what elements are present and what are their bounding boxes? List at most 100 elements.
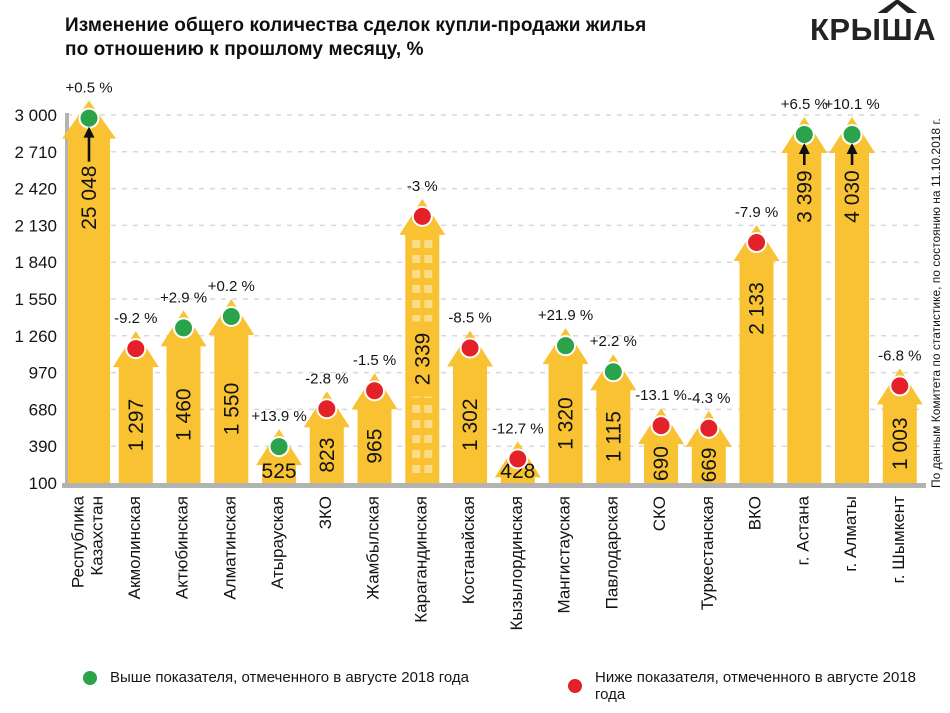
bar-value-label: 1 003 bbox=[889, 417, 912, 470]
off-scale-arrow-icon bbox=[798, 143, 810, 155]
x-axis-label: Кызылординская bbox=[507, 496, 526, 631]
krysha-logo: КРЫША bbox=[810, 12, 936, 48]
x-axis-label: Костанайская bbox=[459, 496, 478, 604]
legend-item-below: Ниже показателя, отмеченного в августе 2… bbox=[568, 669, 950, 703]
logo-roof-icon: Ш bbox=[881, 12, 914, 47]
x-axis-label: г. Алматы bbox=[841, 496, 860, 572]
bar-value-label: 1 302 bbox=[459, 398, 482, 451]
bar-value-label: 823 bbox=[316, 438, 339, 473]
x-axis-label: Туркестанская bbox=[698, 496, 717, 610]
y-axis-line bbox=[65, 113, 69, 483]
bar-pct-label: +2.2 % bbox=[590, 333, 637, 350]
bar-shape-12 bbox=[590, 354, 637, 483]
bar-pct-label: -8.5 % bbox=[448, 309, 491, 326]
y-tick-label: 1 260 bbox=[14, 327, 57, 346]
bar-pct-label: -3 % bbox=[407, 178, 438, 195]
bar-pct-label: -7.9 % bbox=[735, 204, 778, 221]
bar-pct-label: +10.1 % bbox=[824, 96, 879, 113]
bar-shape-7 bbox=[351, 373, 398, 483]
bar-value-label: 1 297 bbox=[125, 399, 148, 452]
down-dot-icon bbox=[889, 375, 911, 397]
x-axis-label: г. Астана bbox=[793, 495, 812, 565]
bar-shape-16 bbox=[781, 117, 828, 484]
up-dot-icon bbox=[78, 107, 100, 129]
y-tick-label: 680 bbox=[29, 400, 57, 419]
bar-value-label: 1 460 bbox=[173, 388, 196, 441]
off-scale-arrow-icon bbox=[83, 126, 95, 138]
title-line-2: по отношению к прошлому месяцу, % bbox=[65, 39, 424, 60]
bar-pct-label: -6.8 % bbox=[878, 347, 921, 364]
x-axis-label: Алматинская bbox=[220, 496, 239, 600]
logo-text-post: А bbox=[913, 12, 936, 47]
bar-shape-17 bbox=[829, 117, 876, 484]
bar-value-label: 1 550 bbox=[220, 383, 243, 436]
bar-pct-label: -13.1 % bbox=[635, 387, 687, 404]
legend-up-dot-icon bbox=[83, 670, 97, 685]
down-dot-icon bbox=[411, 205, 433, 227]
y-tick-label: 1 550 bbox=[14, 290, 57, 309]
bar-pct-label: +6.5 % bbox=[781, 96, 828, 113]
title-line-1: Изменение общего количества сделок купли… bbox=[65, 15, 647, 36]
legend-above-label: Выше показателя, отмеченного в августе 2… bbox=[110, 669, 470, 686]
bar-pct-label: -9.2 % bbox=[114, 310, 157, 327]
page-title: Изменение общего количества сделок купли… bbox=[65, 14, 646, 62]
down-dot-icon bbox=[746, 232, 768, 254]
x-axis-label: Жамбылская bbox=[364, 496, 383, 600]
bar-shape-2 bbox=[112, 331, 159, 483]
x-axis-line bbox=[62, 483, 926, 488]
up-dot-icon bbox=[555, 335, 577, 357]
bar-shape-18 bbox=[876, 368, 923, 483]
bar-shape-3 bbox=[160, 310, 207, 483]
legend-item-above: Выше показателя, отмеченного в августе 2… bbox=[83, 669, 469, 686]
bar-value-label: 3 399 bbox=[793, 170, 816, 223]
down-dot-icon bbox=[364, 380, 386, 402]
bar-value-label: 428 bbox=[500, 460, 535, 483]
bar-value-label: 4 030 bbox=[841, 170, 864, 223]
up-dot-icon bbox=[220, 306, 242, 327]
x-axis-label: Казахстан bbox=[88, 496, 107, 576]
x-axis-label: Республика bbox=[69, 495, 88, 588]
down-dot-icon bbox=[507, 448, 529, 470]
bar-shape-4 bbox=[208, 299, 255, 483]
up-dot-icon bbox=[173, 317, 195, 339]
bar-value-label: 525 bbox=[262, 460, 297, 483]
off-scale-arrow-icon bbox=[846, 143, 858, 155]
down-dot-icon bbox=[698, 417, 720, 439]
bar-pct-label: +0.5 % bbox=[65, 80, 112, 97]
x-axis-label: г. Шымкент bbox=[889, 496, 908, 584]
x-axis-label: Мангистауская bbox=[555, 496, 574, 614]
down-dot-icon bbox=[125, 338, 147, 360]
bar-value-label: 2 339 bbox=[411, 333, 434, 386]
y-tick-label: 2 710 bbox=[14, 143, 57, 162]
y-tick-label: 100 bbox=[29, 474, 57, 493]
x-axis-label: Атырауская bbox=[268, 496, 287, 589]
bar-pct-label: +2.9 % bbox=[160, 289, 207, 306]
bar-shape-1 bbox=[62, 100, 116, 483]
bar-value-label: 2 133 bbox=[746, 282, 769, 335]
up-dot-icon bbox=[793, 124, 815, 146]
bar-shape-14 bbox=[685, 410, 732, 483]
bar-pct-label: +13.9 % bbox=[251, 408, 306, 425]
source-note: По данным Комитета по статистике, по сос… bbox=[929, 118, 943, 488]
x-axis-label: Павлодарская bbox=[602, 496, 621, 609]
bar-value-label: 965 bbox=[364, 429, 387, 464]
bar-pct-label: -2.8 % bbox=[305, 370, 348, 387]
y-tick-label: 970 bbox=[29, 364, 57, 383]
y-tick-label: 2 420 bbox=[14, 180, 57, 199]
bar-value-label: 1 115 bbox=[602, 411, 625, 462]
bar-value-label: 1 320 bbox=[555, 397, 578, 450]
x-axis-label: ЗКО bbox=[316, 496, 335, 529]
y-tick-label: 3 000 bbox=[14, 106, 57, 125]
x-axis-label: Акмолинская bbox=[125, 496, 144, 599]
bar-shape-13 bbox=[638, 408, 685, 483]
y-tick-label: 1 840 bbox=[14, 253, 57, 272]
legend-down-dot-icon bbox=[568, 679, 582, 693]
up-dot-icon bbox=[602, 361, 624, 383]
value-label-backing bbox=[408, 321, 437, 397]
down-dot-icon bbox=[459, 337, 481, 359]
bar-shape-9 bbox=[447, 330, 494, 483]
logo-text-pre: КРЫ bbox=[810, 12, 882, 47]
bar-chart: 3 000 2 710 2 420 2 130 1 840 1 550 1 260 970 68… bbox=[14, 80, 943, 631]
bar-value-label: 669 bbox=[698, 447, 721, 482]
